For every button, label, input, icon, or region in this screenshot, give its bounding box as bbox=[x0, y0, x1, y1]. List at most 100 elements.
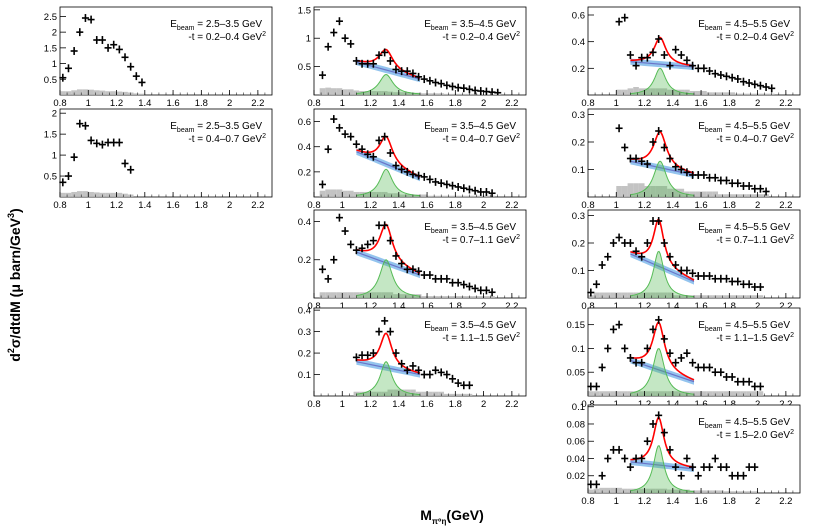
t-range-sup: 2 bbox=[516, 31, 520, 38]
t-range-label: -t = 0.4–0.7 GeV2 bbox=[442, 133, 520, 145]
x-tick-label: 1 bbox=[340, 301, 345, 312]
y-tick-label: 0.1 bbox=[572, 402, 585, 413]
systematics-bar bbox=[757, 391, 764, 396]
systematics-bar bbox=[65, 91, 72, 95]
x-tick-label: 0.8 bbox=[581, 200, 594, 211]
systematics-bar bbox=[336, 88, 343, 95]
ebeam-value: = 3.5–4.5 GeV bbox=[448, 19, 516, 30]
systematics-bar bbox=[684, 89, 690, 95]
x-tick-label: 1.8 bbox=[723, 399, 736, 410]
resonance-fill bbox=[356, 259, 420, 298]
systematics-bar bbox=[82, 191, 89, 197]
systematics-bar bbox=[588, 295, 594, 298]
y-axis-title-sup1: 2 bbox=[6, 348, 16, 353]
systematics-bar bbox=[610, 487, 617, 493]
systematics-bar bbox=[421, 296, 428, 298]
systematics-bar bbox=[460, 93, 467, 95]
ebeam-E: E bbox=[698, 222, 705, 233]
systematics-bar bbox=[655, 186, 662, 197]
systematics-bar bbox=[432, 391, 439, 396]
x-tick-label: 2 bbox=[755, 399, 760, 410]
systematics-bar bbox=[672, 89, 679, 95]
systematics-bar bbox=[633, 87, 639, 95]
systematics-bar bbox=[633, 183, 639, 197]
systematics-bar bbox=[729, 491, 735, 493]
x-tick-label: 1.6 bbox=[694, 399, 707, 410]
systematics-bar bbox=[588, 489, 594, 493]
systematics-bar bbox=[718, 295, 724, 298]
t-range-sup: 2 bbox=[790, 31, 794, 38]
ebeam-sub: beam bbox=[705, 423, 723, 430]
systematics-bar bbox=[421, 194, 428, 197]
systematics-bar bbox=[410, 389, 416, 396]
ebeam-label: Ebeam = 3.5–4.5 GeV bbox=[424, 121, 516, 134]
systematics-bar bbox=[364, 91, 371, 95]
systematics-bar bbox=[342, 190, 348, 197]
systematics-bar bbox=[319, 190, 326, 197]
systematics-bar bbox=[695, 91, 702, 95]
systematics-bar bbox=[88, 191, 94, 197]
background-line bbox=[630, 461, 695, 470]
t-range-label: -t = 0.4–0.7 GeV2 bbox=[188, 133, 266, 145]
t-range-sup: 2 bbox=[516, 234, 520, 241]
x-tick-label: 1.8 bbox=[195, 98, 208, 109]
systematics-bar bbox=[404, 294, 411, 298]
systematics-bar bbox=[477, 195, 484, 197]
systematics-bar bbox=[757, 93, 764, 95]
systematics-bar bbox=[621, 391, 628, 396]
y-axis-title-end: ) bbox=[7, 208, 23, 213]
systematics-bar bbox=[627, 88, 634, 95]
systematics-bar bbox=[116, 192, 123, 197]
t-range-label: -t = 0.2–0.4 GeV2 bbox=[188, 31, 266, 43]
t-range-value: -t = 0.2–0.4 GeV bbox=[442, 32, 516, 43]
systematics-bar bbox=[706, 295, 713, 298]
ebeam-sub: beam bbox=[431, 326, 449, 333]
resonance-curve bbox=[630, 250, 695, 298]
systematics-bar bbox=[633, 488, 639, 493]
systematics-bar bbox=[650, 88, 656, 95]
x-tick-label: 1.8 bbox=[449, 399, 462, 410]
y-tick-label: 1 bbox=[52, 151, 57, 162]
ebeam-E: E bbox=[424, 320, 431, 331]
systematics-bar bbox=[347, 190, 354, 197]
systematics-bar bbox=[701, 295, 707, 298]
systematics-bar bbox=[342, 292, 348, 298]
systematics-bar bbox=[342, 89, 348, 95]
ebeam-E: E bbox=[698, 19, 705, 30]
ebeam-sub: beam bbox=[431, 127, 449, 134]
x-tick-label: 0.8 bbox=[53, 200, 66, 211]
systematics-bar bbox=[387, 292, 394, 298]
systematics-bar bbox=[729, 391, 735, 396]
x-tick-label: 1.2 bbox=[638, 200, 651, 211]
systematics-bar bbox=[723, 92, 730, 95]
ebeam-sub: beam bbox=[431, 228, 449, 235]
systematics-bar bbox=[359, 391, 365, 396]
x-tick-label: 0.8 bbox=[581, 399, 594, 410]
x-tick-label: 1.8 bbox=[723, 496, 736, 507]
ebeam-label: Ebeam = 4.5–5.5 GeV bbox=[698, 417, 790, 430]
systematics-bar bbox=[678, 391, 685, 396]
systematics-bar bbox=[650, 186, 656, 197]
systematics-bar bbox=[325, 292, 331, 298]
ebeam-value: = 3.5–4.5 GeV bbox=[448, 320, 516, 331]
x-tick-label: 1.4 bbox=[392, 200, 405, 211]
ebeam-sub: beam bbox=[705, 127, 723, 134]
systematics-bar bbox=[661, 186, 668, 197]
systematics-bar bbox=[455, 296, 461, 298]
y-tick-label: 1.5 bbox=[298, 5, 311, 16]
resonance-fill bbox=[356, 361, 420, 396]
systematics-bar bbox=[746, 295, 752, 298]
x-tick-label: 1.4 bbox=[666, 200, 679, 211]
ebeam-sub: beam bbox=[705, 25, 723, 32]
y-tick-label: 1 bbox=[306, 34, 311, 45]
x-tick-label: 1.8 bbox=[195, 200, 208, 211]
ebeam-E: E bbox=[424, 222, 431, 233]
systematics-bar bbox=[398, 294, 405, 298]
systematics-bar bbox=[701, 191, 707, 197]
systematics-bar bbox=[621, 488, 628, 493]
y-tick-label: 0.1 bbox=[572, 344, 585, 355]
x-tick-label: 1.6 bbox=[694, 496, 707, 507]
systematics-bar bbox=[139, 93, 145, 95]
systematics-bar bbox=[650, 488, 656, 493]
systematics-bar bbox=[667, 489, 673, 493]
